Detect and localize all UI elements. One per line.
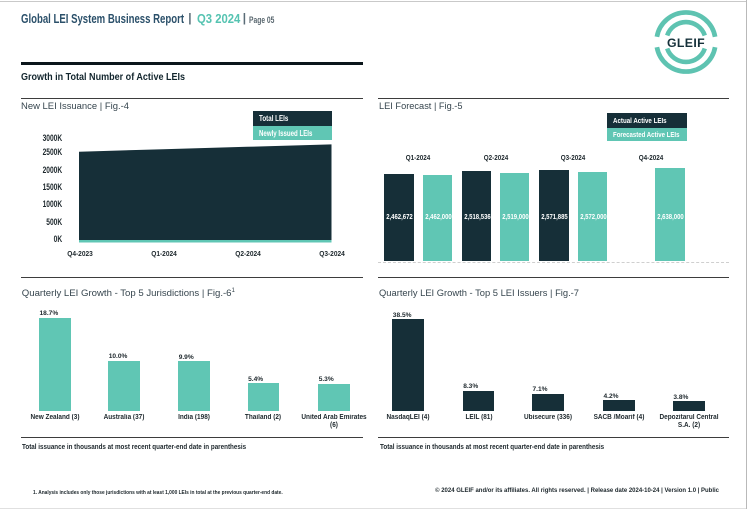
svg-text:GLEIF: GLEIF — [667, 35, 705, 49]
